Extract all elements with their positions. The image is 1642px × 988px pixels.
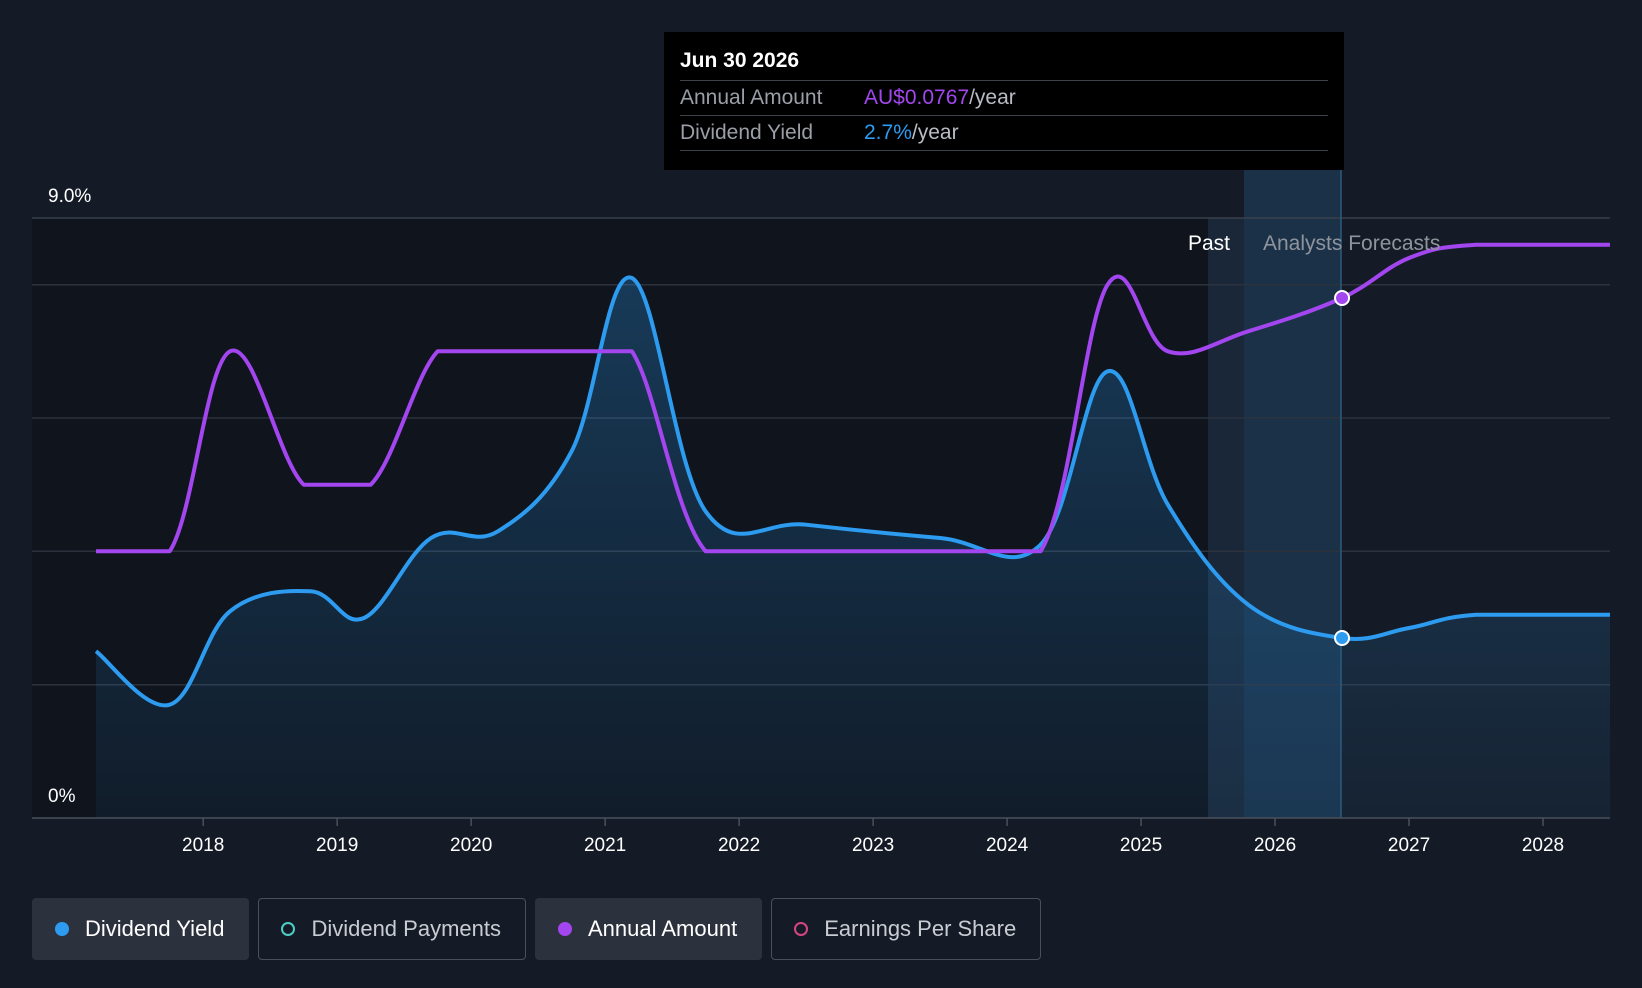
dividend-chart: 2018 2019 2020 2021 2022 2023 2024 2025 2026 2027…	[32, 170, 1610, 856]
x-tick-label: 2020	[450, 835, 492, 856]
y-axis-top-label: 9.0%	[48, 186, 91, 207]
legend-label: Annual Amount	[587, 916, 738, 941]
annual-amount-line	[96, 242, 1610, 554]
annual-amount-dot-icon	[557, 922, 572, 936]
x-tick-label: 2024	[986, 835, 1029, 856]
dividend-yield-marker	[1334, 630, 1351, 646]
x-tick-label: 2026	[1254, 835, 1296, 856]
dividend-yield-area	[96, 277, 1610, 818]
legend-dividend-yield[interactable]: Dividend Yield	[32, 898, 250, 960]
x-tick-label: 2023	[852, 835, 894, 856]
x-tick-label: 2025	[1120, 835, 1162, 856]
tooltip-annual-unit: /year	[969, 86, 1016, 109]
legend-label: Earnings Per Share	[824, 916, 1017, 941]
tooltip-annual-value: AU$0.0767	[864, 86, 970, 109]
legend-annual-amount[interactable]: Annual Amount	[534, 898, 763, 960]
x-tick-label: 2018	[182, 835, 224, 856]
x-tick-label: 2022	[718, 835, 760, 856]
x-tick-label: 2019	[316, 835, 358, 856]
earnings-per-share-ring-icon	[794, 922, 809, 936]
dividend-yield-dot-icon	[55, 922, 69, 936]
past-label: Past	[1188, 232, 1230, 255]
tooltip-annual-label: Annual Amount	[680, 86, 823, 109]
tooltip-yield-row: Dividend Yield 2.7% /year	[680, 115, 1328, 151]
legend-label: Dividend Payments	[311, 916, 501, 941]
x-axis-ticks: 2018 2019 2020 2021 2022 2023 2024 2025 2026 2027…	[182, 818, 1564, 856]
tooltip-yield-label: Dividend Yield	[680, 121, 814, 144]
chart-legend: Dividend Yield Dividend Payments Annual …	[32, 898, 1042, 962]
tooltip-yield-value: 2.7%	[864, 121, 912, 144]
tooltip-date: Jun 30 2026	[680, 49, 800, 72]
x-tick-label: 2028	[1522, 835, 1564, 856]
legend-label: Dividend Yield	[85, 916, 225, 941]
x-tick-label: 2027	[1388, 835, 1430, 856]
dividend-yield-line	[94, 275, 1610, 708]
dividend-payments-ring-icon	[281, 922, 296, 936]
y-axis-bottom-label: 0%	[48, 786, 76, 807]
chart-tooltip: Jun 30 2026 Annual Amount AU$0.0767 /yea…	[664, 32, 1344, 170]
forecast-label: Analysts Forecasts	[1263, 232, 1440, 255]
tooltip-yield-unit: /year	[911, 121, 959, 144]
x-tick-label: 2021	[584, 835, 626, 856]
tooltip-annual-row: Annual Amount AU$0.0767 /year	[680, 80, 1328, 115]
annual-amount-marker	[1334, 290, 1351, 306]
legend-dividend-payments[interactable]: Dividend Payments	[258, 898, 526, 960]
legend-earnings-per-share[interactable]: Earnings Per Share	[771, 898, 1042, 960]
